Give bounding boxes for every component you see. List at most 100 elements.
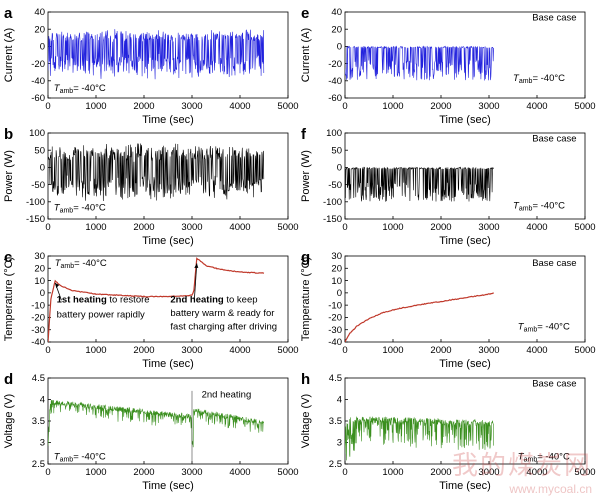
chart-panel-a: a 0 1000 2000 3000 4000 5000 -60 -40 -20 0 20 40 Time… (3, 5, 299, 126)
y-axis-label: Current (A) (3, 28, 15, 82)
annotation-bold: 1st heating (57, 295, 107, 306)
x-tick-label: 5000 (574, 101, 595, 112)
y-tick-label: 10 (331, 276, 342, 287)
annotation-t: T (54, 202, 61, 213)
x-tick-label: 4000 (526, 101, 547, 112)
y-tick-label: 20 (34, 24, 45, 35)
x-tick-label: 2000 (430, 222, 451, 233)
y-tick-label: -50 (328, 180, 342, 191)
arrow-1st-heating-head (55, 283, 60, 289)
y-axis-label: Power (W) (3, 150, 15, 202)
annotation-sub: amb (61, 263, 75, 270)
series-line (48, 257, 265, 342)
x-axis-label: Time (sec) (439, 480, 491, 492)
x-tick-label: 4000 (229, 467, 250, 478)
x-axis-label: Time (sec) (142, 358, 194, 370)
y-tick-label: -10 (328, 300, 342, 311)
annotation-text: battery power rapidly (57, 309, 145, 320)
annotation: 2nd heating to keep (170, 295, 257, 306)
annotation-rest: = -40°C (73, 202, 106, 213)
annotation-t: T (513, 73, 520, 84)
annotation: 2nd heating (202, 389, 252, 400)
y-tick-label: 20 (331, 263, 342, 274)
y-tick-label: -20 (31, 59, 45, 70)
x-tick-label: 1000 (85, 101, 106, 112)
y-axis-label: Voltage (V) (300, 394, 312, 448)
y-tick-label: 50 (331, 145, 342, 156)
y-tick-label: 100 (29, 128, 45, 139)
annotation-t: T (513, 201, 520, 212)
series-line (345, 292, 494, 342)
annotation-sub: amb (60, 88, 74, 95)
y-tick-label: 2.5 (32, 459, 45, 470)
annotation-rest: = -40°C (537, 452, 570, 463)
annotation-rest: = -40°C (73, 452, 106, 463)
annotation-rest: = -40°C (74, 258, 107, 269)
annotation: fast charging after driving (170, 322, 277, 333)
x-tick-label: 2000 (133, 467, 154, 478)
annotation-sub: amb (60, 457, 74, 464)
annotation: Tamb= -40°C (54, 202, 106, 214)
y-tick-label: -100 (323, 197, 342, 208)
y-tick-label: -20 (31, 313, 45, 324)
annotation-text: Base case (532, 258, 576, 269)
x-tick-label: 2000 (430, 345, 451, 356)
annotation-sub: amb (524, 457, 538, 464)
x-tick-label: 0 (45, 222, 50, 233)
y-tick-label: 3.5 (32, 416, 45, 427)
x-tick-label: 2000 (133, 345, 154, 356)
x-tick-label: 2000 (430, 467, 451, 478)
x-tick-label: 0 (342, 345, 347, 356)
y-tick-label: 100 (326, 128, 342, 139)
series-line (48, 143, 265, 202)
plot-frame (47, 11, 289, 99)
x-tick-label: 3000 (181, 467, 202, 478)
y-tick-label: -40 (31, 76, 45, 87)
x-axis-label: Time (sec) (142, 235, 194, 247)
panel-letter: g (301, 249, 310, 266)
y-tick-label: -150 (26, 214, 45, 225)
annotation: battery warm & ready for (170, 308, 274, 319)
annotation: Tamb= -40°C (54, 452, 106, 464)
series-line (345, 45, 494, 81)
plot-frame (344, 132, 586, 220)
arrow-2nd-heating (194, 263, 198, 300)
x-tick-label: 5000 (277, 101, 298, 112)
y-tick-label: 4.5 (329, 373, 342, 384)
x-tick-label: 3000 (478, 467, 499, 478)
annotation-text: Base case (532, 13, 576, 24)
y-tick-label: -60 (31, 93, 45, 104)
series-line (345, 416, 494, 461)
y-axis-label: Temperature (°C) (3, 257, 15, 341)
x-tick-label: 0 (45, 101, 50, 112)
y-tick-label: -150 (323, 214, 342, 225)
y-tick-label: -60 (328, 93, 342, 104)
x-tick-label: 4000 (229, 101, 250, 112)
x-tick-label: 5000 (277, 345, 298, 356)
annotation-text: Base case (532, 134, 576, 145)
y-tick-label: -20 (328, 59, 342, 70)
x-tick-label: 0 (342, 101, 347, 112)
annotation-t: T (518, 452, 525, 463)
y-tick-label: 0 (40, 163, 45, 174)
panel-letter: b (4, 126, 13, 143)
panel-letter: h (301, 371, 310, 388)
arrow-2nd-heating-head (194, 263, 199, 268)
annotation: Base case (532, 258, 576, 269)
annotation: Base case (532, 13, 576, 24)
y-tick-label: 2.5 (329, 459, 342, 470)
annotation: Base case (532, 134, 576, 145)
plot-frame (344, 255, 586, 343)
y-axis-label: Power (W) (300, 150, 312, 202)
x-tick-label: 0 (45, 345, 50, 356)
y-tick-label: -100 (26, 197, 45, 208)
y-tick-label: 0 (337, 163, 342, 174)
y-tick-label: -50 (31, 180, 45, 191)
annotation: Tamb= -40°C (513, 73, 565, 85)
x-tick-label: 0 (342, 222, 347, 233)
annotation: Tamb= -40°C (513, 201, 565, 213)
annotation-t: T (55, 258, 62, 269)
chart-panel-f: f 0 1000 2000 3000 4000 5000 -150 -100 -50 0 50 100 T… (300, 126, 596, 247)
y-tick-label: 20 (34, 263, 45, 274)
annotation-text: battery warm & ready for (170, 308, 274, 319)
